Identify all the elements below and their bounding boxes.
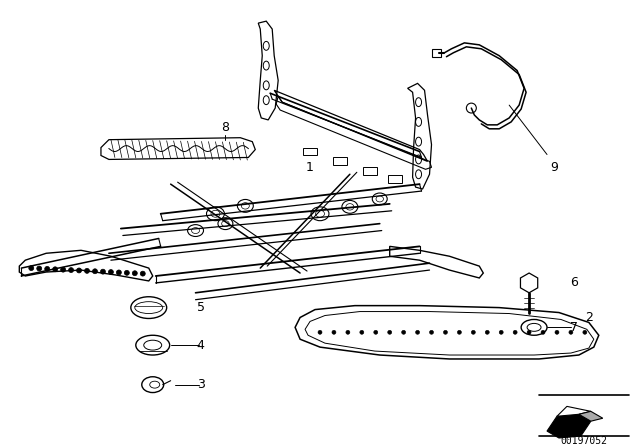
Circle shape: [429, 330, 433, 334]
Bar: [431, 49, 442, 57]
Text: 8: 8: [221, 121, 229, 134]
Circle shape: [569, 330, 573, 334]
Text: 4: 4: [196, 339, 204, 352]
Circle shape: [29, 266, 34, 271]
Circle shape: [499, 330, 503, 334]
Circle shape: [52, 267, 58, 272]
Circle shape: [84, 268, 90, 273]
Circle shape: [77, 268, 81, 273]
Circle shape: [555, 330, 559, 334]
Circle shape: [444, 330, 447, 334]
Circle shape: [132, 271, 138, 276]
Circle shape: [458, 330, 461, 334]
Circle shape: [415, 330, 420, 334]
Circle shape: [485, 330, 489, 334]
Circle shape: [68, 267, 74, 272]
Circle shape: [527, 330, 531, 334]
Circle shape: [513, 330, 517, 334]
Circle shape: [332, 330, 336, 334]
Polygon shape: [547, 414, 591, 438]
Circle shape: [61, 267, 66, 272]
Text: 5: 5: [196, 301, 205, 314]
Text: 7: 7: [570, 321, 578, 334]
Circle shape: [541, 330, 545, 334]
Text: 2: 2: [585, 311, 593, 324]
Circle shape: [93, 269, 97, 274]
Circle shape: [402, 330, 406, 334]
Text: 9: 9: [550, 161, 558, 174]
Circle shape: [360, 330, 364, 334]
Text: 3: 3: [196, 378, 204, 391]
Text: 00197052: 00197052: [561, 436, 607, 446]
Circle shape: [471, 330, 476, 334]
Circle shape: [108, 270, 113, 275]
Polygon shape: [579, 411, 603, 421]
Circle shape: [140, 271, 145, 276]
Circle shape: [374, 330, 378, 334]
Circle shape: [583, 330, 587, 334]
Text: 1: 1: [306, 161, 314, 174]
Text: 6: 6: [570, 276, 578, 289]
Circle shape: [45, 267, 50, 271]
Circle shape: [388, 330, 392, 334]
Circle shape: [318, 330, 322, 334]
Polygon shape: [557, 406, 591, 416]
Circle shape: [124, 270, 129, 276]
Circle shape: [36, 266, 42, 271]
Circle shape: [346, 330, 350, 334]
Circle shape: [116, 270, 122, 275]
Circle shape: [100, 269, 106, 274]
